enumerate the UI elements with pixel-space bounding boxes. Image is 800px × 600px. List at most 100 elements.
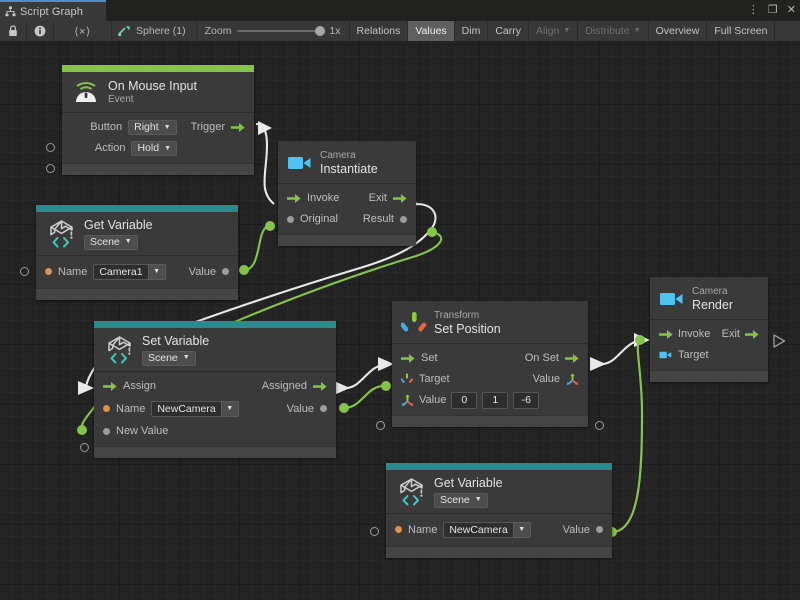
exit-port-label: Exit [368,192,387,205]
vector3-port-icon[interactable] [401,393,414,407]
toolbar-button-relations[interactable]: Relations [350,21,409,41]
window-buttons: ⋮ ❐ ✕ [748,0,796,21]
camera-icon [288,157,311,170]
name-input-port[interactable] [103,405,110,413]
new-value-input-port[interactable] [103,427,110,435]
value-output-port[interactable] [596,526,603,534]
value-out-port-label: Value [532,373,560,386]
scope-dropdown[interactable]: Scene ▼ [142,350,196,366]
node-camera-render[interactable]: Camera Render Invoke Exit [650,277,786,382]
toolbar-button-distribute[interactable]: Distribute ▼ [578,21,649,41]
camera-port-icon[interactable] [659,350,672,360]
action-dropdown-value: Hold [137,142,160,155]
transform-axes-icon [401,312,427,332]
node-footer [94,445,336,458]
value-external-output-port[interactable] [595,421,604,430]
name-input-port[interactable] [395,526,402,534]
name-input-port[interactable] [45,268,52,276]
vector3-port-icon[interactable] [566,372,579,386]
button-input-port[interactable] [46,143,55,152]
toolbar-button-carry[interactable]: Carry [488,21,529,41]
invoke-flow-in-arrow-icon[interactable] [287,193,301,204]
vector-x-field[interactable]: 0 [451,391,478,409]
node-body: Invoke Exit Original Result [278,183,416,234]
vector-z-field[interactable]: -6 [513,391,540,409]
zoom-slider-knob[interactable] [315,26,326,36]
chevron-down-icon[interactable]: ▼ [147,263,166,280]
lock-icon [9,25,17,36]
assigned-flow-out-arrow-icon[interactable] [313,381,327,392]
variable-name-field[interactable]: Camera1 ▼ [93,263,166,280]
row-invoke-exit: Invoke Exit [278,188,416,209]
node-titles: Transform Set Position [434,310,501,337]
assign-flow-in-arrow-icon[interactable] [103,381,117,392]
node-header: Camera Instantiate [278,141,416,184]
value-output-port[interactable] [320,405,327,413]
row-name-value: Name Camera1 ▼ Value [36,260,238,284]
variable-name-field[interactable]: NewCamera ▼ [151,400,239,417]
row-assign: Assign Assigned [94,376,336,397]
scope-dropdown[interactable]: Scene ▼ [84,234,138,250]
maximize-icon[interactable]: ❐ [767,4,778,16]
value-output-port[interactable] [222,268,229,276]
value-external-input-port[interactable] [376,421,385,430]
toolbar-button-dim[interactable]: Dim [455,21,489,41]
on-set-flow-out-arrow-icon[interactable] [565,353,579,364]
lock-button[interactable] [0,21,27,41]
value-port-label: Value [188,265,216,278]
invoke-port-label: Invoke [678,328,711,341]
node-on-mouse-input[interactable]: On Mouse Input Event Button Right ▼ Trig… [46,65,254,175]
node-set-variable-newcamera[interactable]: Set Variable Scene ▼ Assign Assigned [80,321,336,458]
exit-flow-out-arrow-icon[interactable] [393,193,407,204]
exit-external-flow-port[interactable] [773,334,786,348]
node-get-variable-camera1[interactable]: Get Variable Scene ▼ Name Camera1 ▼ [20,205,238,300]
node-get-variable-newcamera[interactable]: Get Variable Scene ▼ Name NewCamera ▼ [370,463,612,558]
unity-variable-icon [108,336,131,364]
name-external-input-port[interactable] [370,527,379,536]
variable-name-field[interactable]: NewCamera ▼ [443,521,531,538]
more-options-icon[interactable]: ⋮ [747,4,759,16]
chevron-down-icon[interactable]: ▼ [220,400,239,417]
node-accent-bar [94,321,336,328]
scope-dropdown[interactable]: Scene ▼ [434,492,488,508]
button-dropdown[interactable]: Right ▼ [128,119,177,135]
node-transform-set-position[interactable]: Transform Set Position Set On Set [376,301,604,430]
scope-dropdown-value: Scene [90,236,120,249]
graph-icon [5,6,16,17]
toolbar-button-values[interactable]: Values [408,21,455,41]
action-dropdown[interactable]: Hold ▼ [131,140,177,156]
zoom-control[interactable]: Zoom 1x [197,21,350,41]
graph-object-field[interactable]: Sphere (1) [112,21,197,41]
tab-script-graph[interactable]: Script Graph [0,0,106,21]
name-external-input-port[interactable] [80,443,89,452]
code-view-button[interactable]: ⟨×⟩ [54,21,112,41]
chevron-down-icon: ▼ [474,496,482,504]
node-camera-instantiate[interactable]: Camera Instantiate Invoke Exit [278,141,416,246]
info-icon [34,25,46,37]
result-output-port[interactable] [400,215,407,223]
graph-canvas[interactable]: On Mouse Input Event Button Right ▼ Trig… [0,42,800,600]
set-flow-in-arrow-icon[interactable] [401,353,415,364]
invoke-flow-in-arrow-icon[interactable] [659,329,673,340]
node-accent-bar [386,463,612,470]
original-input-port[interactable] [287,215,294,223]
name-external-input-port[interactable] [20,267,29,276]
action-input-port[interactable] [46,164,55,173]
button-dropdown-value: Right [134,121,159,134]
assign-port-label: Assign [123,380,157,393]
vector-y-field[interactable]: 1 [482,391,509,409]
toolbar-button-align[interactable]: Align ▼ [529,21,579,41]
node-footer [386,545,612,558]
info-button[interactable] [27,21,54,41]
trigger-flow-out-arrow-icon[interactable] [231,122,245,133]
chevron-down-icon[interactable]: ▼ [512,521,531,538]
zoom-value: 1x [329,25,341,37]
toolbar-button-full-screen[interactable]: Full Screen [707,21,776,41]
node-body: Name NewCamera ▼ Value [386,513,612,546]
zoom-slider[interactable] [237,26,326,36]
node-title: Get Variable [434,476,503,490]
close-icon[interactable]: ✕ [786,4,796,16]
transform-port-icon[interactable] [401,373,413,385]
toolbar-button-overview[interactable]: Overview [649,21,708,41]
exit-flow-out-arrow-icon[interactable] [745,329,759,340]
